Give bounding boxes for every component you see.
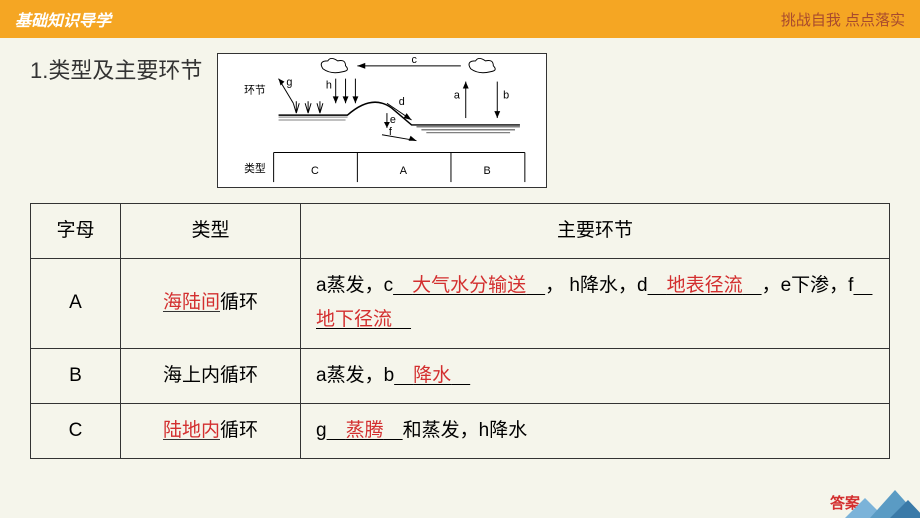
label-d: d xyxy=(399,96,405,108)
cell-letter-b: B xyxy=(31,348,121,403)
blank-b: 降水 xyxy=(394,365,470,386)
cell-letter-c: C xyxy=(31,403,121,458)
header-right-text: 挑战自我 点点落实 xyxy=(781,9,905,30)
cycle-table: 字母 类型 主要环节 A 海陆间循环 a蒸发，c 大气水分输送 ， h降水，d … xyxy=(30,203,890,459)
c-text-1: g xyxy=(316,420,327,441)
type-c-suffix: 循环 xyxy=(220,420,258,441)
diagram-bottom-label: 类型 xyxy=(244,161,266,175)
arrow-h xyxy=(333,79,359,104)
diagram-left-label: 环节 xyxy=(244,83,266,96)
fill-g: 蒸腾 xyxy=(346,420,384,441)
content-area: 1.类型及主要环节 c xyxy=(0,38,920,464)
region-a: A xyxy=(400,165,408,177)
type-a-fill: 海陆间 xyxy=(163,292,220,313)
label-g: g xyxy=(287,77,293,89)
a-text-1: a蒸发，c xyxy=(316,275,393,296)
label-a: a xyxy=(454,89,461,101)
header-type: 类型 xyxy=(121,204,301,259)
region-b: B xyxy=(484,165,491,177)
section-title: 1.类型及主要环节 xyxy=(30,53,202,85)
fill-b: 降水 xyxy=(413,365,451,386)
footer-decoration-icon xyxy=(790,478,920,518)
fill-d: 地表径流 xyxy=(667,275,743,296)
table-row: A 海陆间循环 a蒸发，c 大气水分输送 ， h降水，d 地表径流 ，e下渗，f… xyxy=(31,259,890,348)
header-letter: 字母 xyxy=(31,204,121,259)
table-header-row: 字母 类型 主要环节 xyxy=(31,204,890,259)
table-row: C 陆地内循环 g 蒸腾 和蒸发，h降水 xyxy=(31,403,890,458)
label-f: f xyxy=(389,126,393,138)
region-c: C xyxy=(311,165,319,177)
water-cycle-diagram: c g xyxy=(217,53,547,188)
cell-letter-a: A xyxy=(31,259,121,348)
cell-type-c: 陆地内循环 xyxy=(121,403,301,458)
fill-c: 大气水分输送 xyxy=(412,275,526,296)
cell-steps-b: a蒸发，b 降水 xyxy=(301,348,890,403)
blank-c: 大气水分输送 xyxy=(393,275,545,296)
label-e: e xyxy=(390,114,396,126)
header-left-title: 基础知识导学 xyxy=(15,7,111,31)
label-b: b xyxy=(504,89,510,101)
cell-steps-a: a蒸发，c 大气水分输送 ， h降水，d 地表径流 ，e下渗，f 地下径流 xyxy=(301,259,890,348)
type-c-fill: 陆地内 xyxy=(163,420,220,441)
cell-steps-c: g 蒸腾 和蒸发，h降水 xyxy=(301,403,890,458)
plants-icon xyxy=(294,101,324,113)
page-header: 基础知识导学 挑战自我 点点落实 xyxy=(0,0,920,38)
a-text-3: ，e下渗，f xyxy=(762,275,854,296)
label-c: c xyxy=(412,54,418,66)
blank-d: 地表径流 xyxy=(648,275,762,296)
title-row: 1.类型及主要环节 c xyxy=(30,53,890,188)
table-row: B 海上内循环 a蒸发，b 降水 xyxy=(31,348,890,403)
c-text-2: 和蒸发，h降水 xyxy=(403,420,528,441)
fill-f: 地下径流 xyxy=(316,309,392,330)
b-text-1: a蒸发，b xyxy=(316,365,394,386)
a-text-2: ， h降水，d xyxy=(545,275,647,296)
cell-type-a: 海陆间循环 xyxy=(121,259,301,348)
type-a-suffix: 循环 xyxy=(220,292,258,313)
header-steps: 主要环节 xyxy=(301,204,890,259)
blank-g: 蒸腾 xyxy=(327,420,403,441)
label-h: h xyxy=(326,79,332,91)
cell-type-b: 海上内循环 xyxy=(121,348,301,403)
